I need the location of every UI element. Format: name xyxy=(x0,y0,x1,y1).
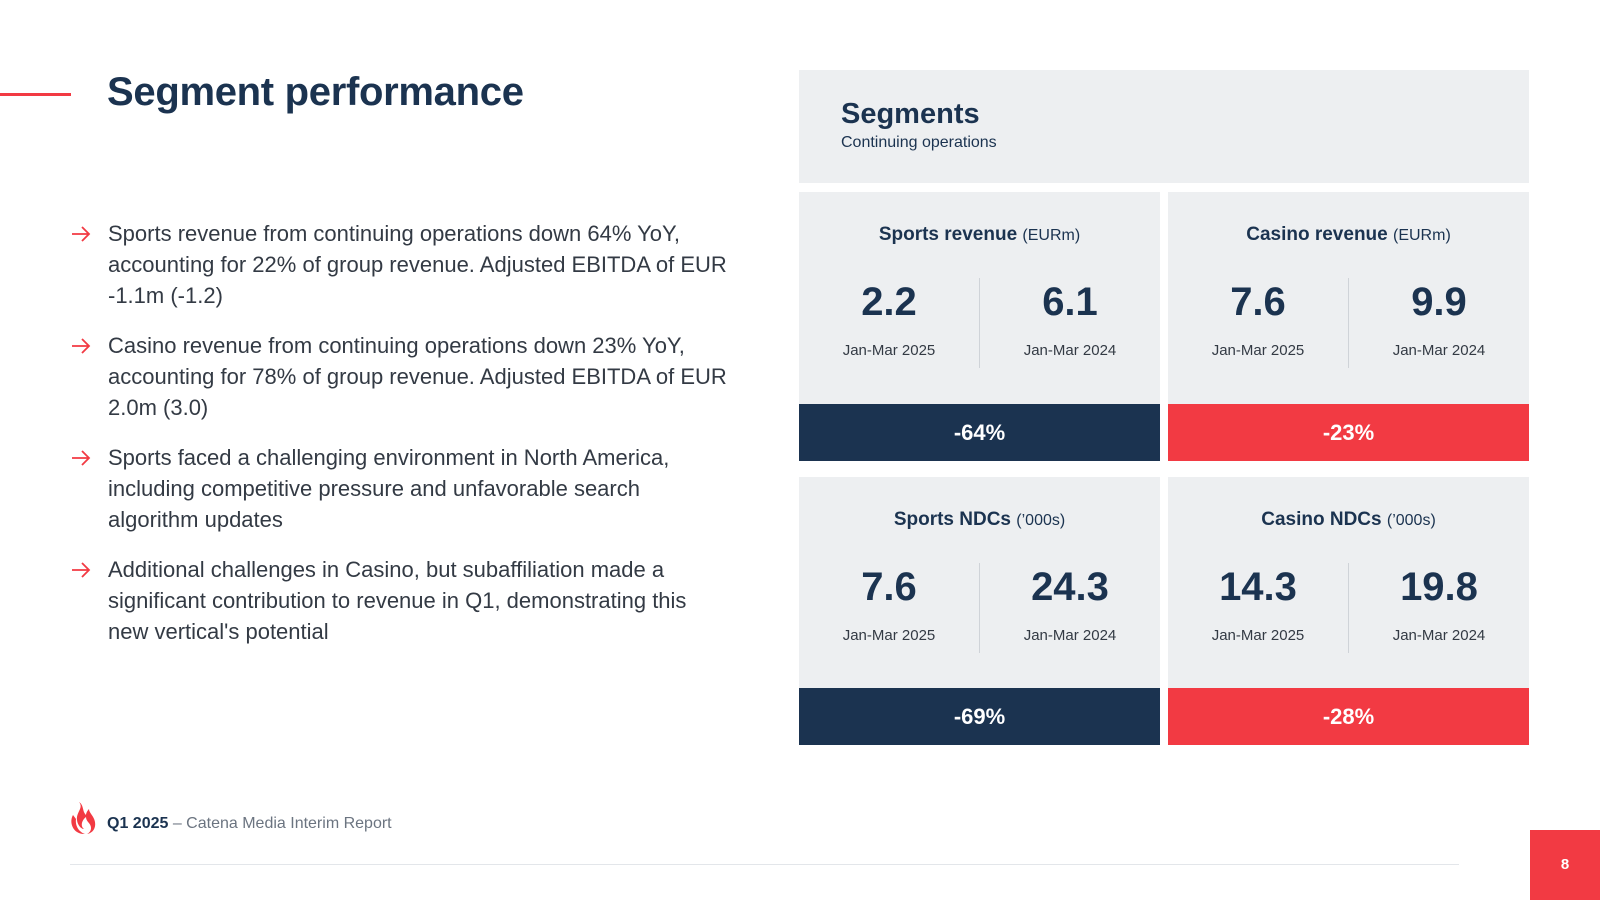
kpi-card-casino-revenue: Casino revenue (EURm) 7.6 9.9 Jan-Mar 20… xyxy=(1168,192,1529,404)
bullet-text: Additional challenges in Casino, but sub… xyxy=(108,557,687,644)
footer-report-label: Q1 2025 – Catena Media Interim Report xyxy=(107,815,392,833)
current-value: 14.3 xyxy=(1219,565,1297,609)
footer-report-name: – Catena Media Interim Report xyxy=(168,815,392,832)
flame-logo-icon xyxy=(71,802,96,834)
prior-period: Jan-Mar 2024 xyxy=(1392,627,1486,644)
prior-value: 9.9 xyxy=(1411,280,1467,324)
prior-value: 6.1 xyxy=(1042,280,1098,324)
list-item: Additional challenges in Casino, but sub… xyxy=(70,554,730,647)
divider xyxy=(979,563,980,653)
segments-title: Segments xyxy=(841,98,980,130)
current-value: 2.2 xyxy=(861,280,917,324)
kpi-card-title: Casino revenue (EURm) xyxy=(1246,224,1451,245)
kpi-card-casino-ndcs: Casino NDCs (’000s) 14.3 19.8 Jan-Mar 20… xyxy=(1168,477,1529,689)
title-accent-line xyxy=(0,93,71,96)
divider xyxy=(1348,278,1349,368)
list-item: Sports revenue from continuing operation… xyxy=(70,218,730,311)
bullet-text: Casino revenue from continuing operation… xyxy=(108,333,727,420)
prior-value: 24.3 xyxy=(1031,565,1109,609)
segments-subtitle: Continuing operations xyxy=(841,134,997,151)
current-value: 7.6 xyxy=(1230,280,1286,324)
prior-period: Jan-Mar 2024 xyxy=(1023,627,1117,644)
current-value: 7.6 xyxy=(861,565,917,609)
kpi-card-sports-revenue: Sports revenue (EURm) 2.2 6.1 Jan-Mar 20… xyxy=(799,192,1160,404)
bullet-text: Sports revenue from continuing operation… xyxy=(108,221,727,308)
divider xyxy=(1348,563,1349,653)
current-period: Jan-Mar 2025 xyxy=(1211,627,1305,644)
kpi-card-title: Sports revenue (EURm) xyxy=(878,224,1081,245)
kpi-card-title: Sports NDCs (’000s) xyxy=(893,509,1066,530)
kpi-card-sports-ndcs: Sports NDCs (’000s) 7.6 24.3 Jan-Mar 202… xyxy=(799,477,1160,689)
prior-period: Jan-Mar 2024 xyxy=(1023,342,1117,359)
page-number: 8 xyxy=(1530,830,1600,900)
change-bar-sports-revenue: -64% xyxy=(799,404,1160,461)
bullet-list: Sports revenue from continuing operation… xyxy=(70,218,730,666)
arrow-right-icon xyxy=(72,226,91,242)
footer-quarter: Q1 2025 xyxy=(107,815,169,832)
divider xyxy=(979,278,980,368)
arrow-right-icon xyxy=(72,450,91,466)
change-bar-casino-revenue: -23% xyxy=(1168,404,1529,461)
current-period: Jan-Mar 2025 xyxy=(1211,342,1305,359)
segments-header: Segments Continuing operations xyxy=(799,70,1529,183)
arrow-right-icon xyxy=(72,338,91,354)
change-bar-sports-ndcs: -69% xyxy=(799,688,1160,745)
bullet-text: Sports faced a challenging environment i… xyxy=(108,445,670,532)
list-item: Sports faced a challenging environment i… xyxy=(70,442,730,535)
list-item: Casino revenue from continuing operation… xyxy=(70,330,730,423)
page-title: Segment performance xyxy=(107,70,524,114)
kpi-card-title: Casino NDCs (’000s) xyxy=(1261,509,1436,530)
current-period: Jan-Mar 2025 xyxy=(842,342,936,359)
prior-value: 19.8 xyxy=(1400,565,1478,609)
footer-divider xyxy=(70,864,1459,865)
prior-period: Jan-Mar 2024 xyxy=(1392,342,1486,359)
current-period: Jan-Mar 2025 xyxy=(842,627,936,644)
change-bar-casino-ndcs: -28% xyxy=(1168,688,1529,745)
arrow-right-icon xyxy=(72,562,91,578)
